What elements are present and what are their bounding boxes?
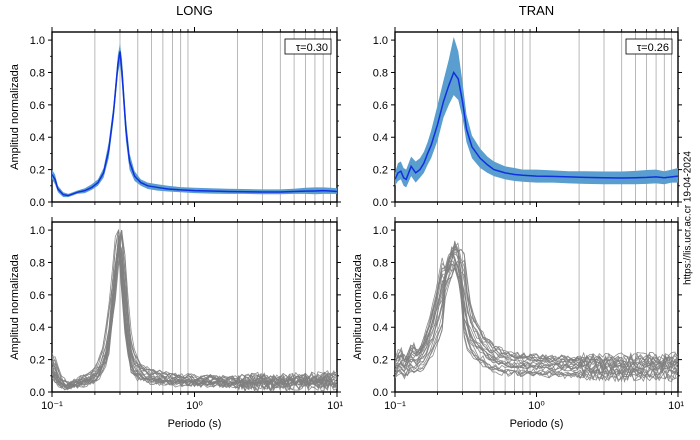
station-curve bbox=[52, 245, 337, 392]
x-tick-label: 10⁰ bbox=[528, 400, 545, 412]
y-tick-label: 0.2 bbox=[30, 165, 45, 177]
y-tick-label: 0.8 bbox=[30, 67, 45, 79]
panel-bottom-left: 0.0 0.2 0.4 0.6 0.8 1.0 10⁻¹ 10⁰ 10¹ Amplitud nor… bbox=[9, 217, 343, 430]
station-curve bbox=[395, 246, 678, 370]
y-tick-label: 1.0 bbox=[373, 35, 388, 47]
y-tick-label: 0.2 bbox=[373, 355, 388, 367]
x-tick-label: 10⁻¹ bbox=[41, 400, 63, 412]
y-tick-label: 0.0 bbox=[373, 197, 388, 209]
y-tick-label: 0.0 bbox=[30, 197, 45, 209]
station-curve bbox=[395, 253, 678, 371]
panel-title: LONG bbox=[176, 3, 213, 18]
tau-annotation: τ=0.26 bbox=[625, 38, 673, 55]
data-layer bbox=[395, 36, 678, 188]
y-axis-label: Amplitud normalizada bbox=[9, 253, 21, 360]
station-curve bbox=[395, 251, 678, 375]
y-tick-label: 0.8 bbox=[373, 257, 388, 269]
y-tick-label: 0.0 bbox=[373, 387, 388, 399]
y-tick-label: 0.6 bbox=[30, 290, 45, 302]
x-axis-label: Periodo (s) bbox=[168, 418, 222, 430]
watermark-text: https://lis.ucr.ac.cr 19-04-2024 bbox=[682, 151, 694, 285]
data-layer bbox=[395, 240, 678, 384]
station-curve bbox=[52, 235, 337, 389]
y-tick-label: 0.2 bbox=[373, 165, 388, 177]
station-curve bbox=[395, 248, 678, 368]
station-curve bbox=[395, 253, 678, 376]
uncertainty-band bbox=[395, 36, 678, 188]
x-tick-label: 10¹ bbox=[668, 400, 684, 412]
station-curve bbox=[52, 241, 337, 391]
x-tick-label: 10⁻¹ bbox=[384, 400, 406, 412]
x-axis-label: Periodo (s) bbox=[510, 418, 564, 430]
panel-title: TRAN bbox=[519, 3, 554, 18]
tau-label: τ=0.26 bbox=[637, 42, 669, 54]
y-tick-label: 0.8 bbox=[30, 257, 45, 269]
data-layer bbox=[52, 43, 337, 198]
y-tick-label: 0.0 bbox=[30, 387, 45, 399]
y-tick-label: 0.4 bbox=[30, 322, 45, 334]
tau-box bbox=[625, 38, 673, 55]
station-curve bbox=[395, 243, 678, 369]
tau-label: τ=0.30 bbox=[296, 42, 328, 54]
tau-annotation: τ=0.30 bbox=[284, 38, 332, 55]
y-tick-label: 1.0 bbox=[30, 35, 45, 47]
y-axis-label: Amplitud normalizada bbox=[9, 63, 21, 170]
tau-box bbox=[284, 38, 332, 55]
mean-line bbox=[52, 51, 337, 197]
y-tick-label: 1.0 bbox=[373, 225, 388, 237]
station-curve bbox=[52, 240, 337, 392]
y-tick-label: 0.4 bbox=[30, 132, 45, 144]
mean-line bbox=[395, 70, 678, 181]
y-tick-label: 0.8 bbox=[373, 67, 388, 79]
station-curve bbox=[395, 266, 678, 383]
y-tick-label: 0.4 bbox=[373, 322, 388, 334]
station-curve bbox=[52, 228, 337, 387]
data-layer bbox=[52, 228, 337, 392]
panel-top-left: 0.0 0.2 0.4 0.6 0.8 1.0 LONG Amplitud normaliza… bbox=[9, 3, 341, 209]
station-curve bbox=[395, 245, 678, 367]
panel-bottom-right: 0.0 0.2 0.4 0.6 0.8 1.0 10⁻¹ 10⁰ 10¹ Amplitud nor… bbox=[352, 217, 684, 430]
y-tick-label: 1.0 bbox=[30, 225, 45, 237]
y-tick-label: 0.6 bbox=[373, 100, 388, 112]
y-tick-label: 0.6 bbox=[373, 290, 388, 302]
panel-top-right: 0.0 0.2 0.4 0.6 0.8 1.0 TRAN τ=0.26 bbox=[373, 3, 682, 209]
y-tick-label: 0.4 bbox=[373, 132, 388, 144]
x-tick-label: 10¹ bbox=[327, 400, 343, 412]
y-tick-label: 0.6 bbox=[30, 100, 45, 112]
y-axis-label: Amplitud normalizada bbox=[352, 253, 364, 360]
station-curve bbox=[395, 259, 678, 376]
y-tick-label: 0.2 bbox=[30, 355, 45, 367]
x-tick-label: 10⁰ bbox=[186, 400, 203, 412]
